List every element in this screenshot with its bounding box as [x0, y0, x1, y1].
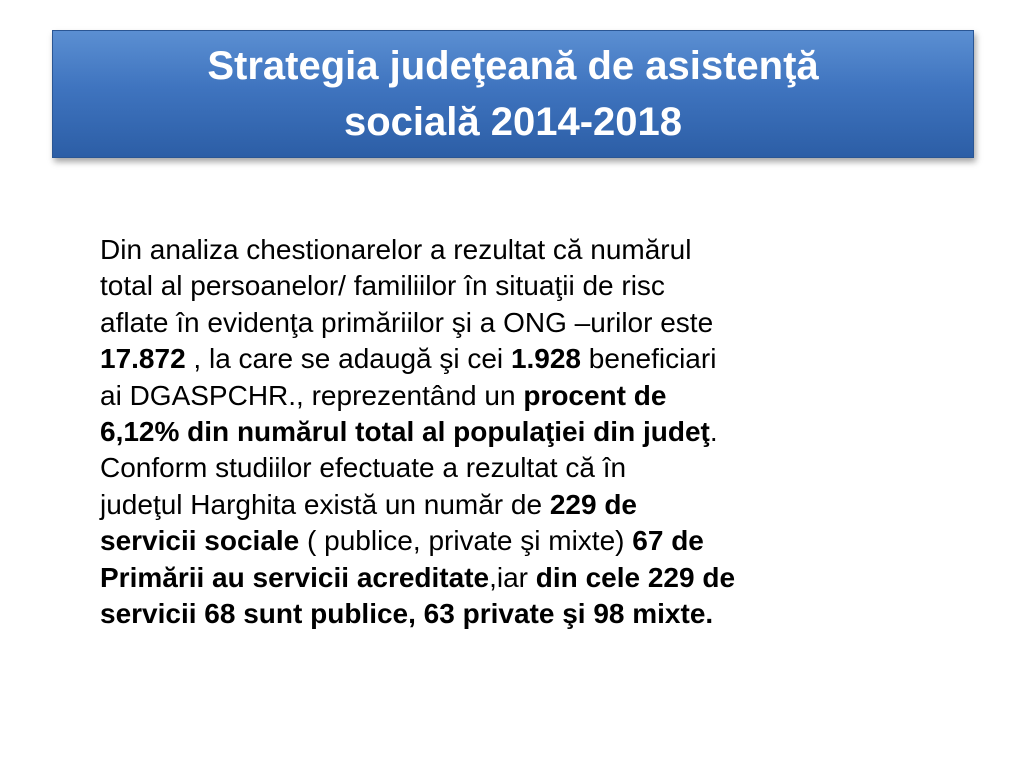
body-text: ( publice, private şi mixte) — [299, 525, 633, 557]
body-text: . — [709, 416, 718, 448]
services-breakdown-intro: din cele 229 de — [535, 561, 736, 593]
body-line-2: total al persoanelor/ familiilor în situ… — [100, 268, 970, 304]
body-text: Din analiza chestionarelor a rezultat că… — [100, 234, 692, 265]
body-text: ai DGASPCHR., reprezentând un — [100, 379, 524, 411]
body-line-6: 6,12% din numărul total al populaţiei di… — [100, 414, 970, 450]
body-line-3: aflate în evidenţa primăriilor şi a ONG … — [100, 305, 970, 341]
body-line-11: servicii 68 sunt publice, 63 private şi … — [100, 596, 970, 632]
percentage-label: procent de — [523, 379, 667, 411]
social-services-label: servicii sociale — [100, 525, 300, 557]
body-line-7: Conform studiilor efectuate a rezultat c… — [100, 450, 970, 486]
accredited-services-label: Primării au servicii acreditate — [100, 561, 490, 593]
body-text: total al persoanelor/ familiilor în situ… — [100, 270, 665, 302]
body-line-8: judeţul Harghita există un număr de 229 … — [100, 487, 970, 523]
services-count: 229 de — [549, 488, 637, 520]
dgaspchr-beneficiaries-count: 1.928 — [510, 343, 582, 375]
body-text: judeţul Harghita există un număr de — [100, 488, 550, 520]
slide-title: Strategia judeţeană de asistenţă socială … — [207, 38, 818, 150]
body-text: beneficiari — [581, 343, 717, 375]
body-line-1: Din analiza chestionarelor a rezultat că… — [100, 232, 970, 268]
accredited-municipalities-count: 67 de — [632, 525, 704, 557]
body-text: Conform studiilor efectuate a rezultat c… — [100, 452, 627, 484]
title-line-1: Strategia judeţeană de asistenţă — [207, 44, 819, 88]
body-line-5: ai DGASPCHR., reprezentând un procent de — [100, 378, 970, 414]
body-line-9: servicii sociale ( publice, private şi m… — [100, 523, 970, 559]
body-line-4: 17.872 , la care se adaugă şi cei 1.928 … — [100, 341, 970, 377]
services-breakdown: servicii 68 sunt publice, 63 private şi … — [100, 598, 714, 630]
body-line-10: Primării au servicii acreditate,iar din … — [100, 560, 970, 596]
persons-at-risk-count: 17.872 — [100, 343, 186, 375]
percentage-value: 6,12% din numărul total al populaţiei di… — [100, 416, 710, 448]
body-text: aflate în evidenţa primăriilor şi a ONG … — [100, 306, 714, 338]
body-paragraph: Din analiza chestionarelor a rezultat că… — [100, 232, 970, 632]
title-banner: Strategia judeţeană de asistenţă socială … — [52, 30, 974, 158]
body-text: , la care se adaugă şi cei — [185, 343, 511, 375]
body-text: ,iar — [489, 561, 536, 593]
title-line-2: socială 2014-2018 — [343, 100, 683, 144]
